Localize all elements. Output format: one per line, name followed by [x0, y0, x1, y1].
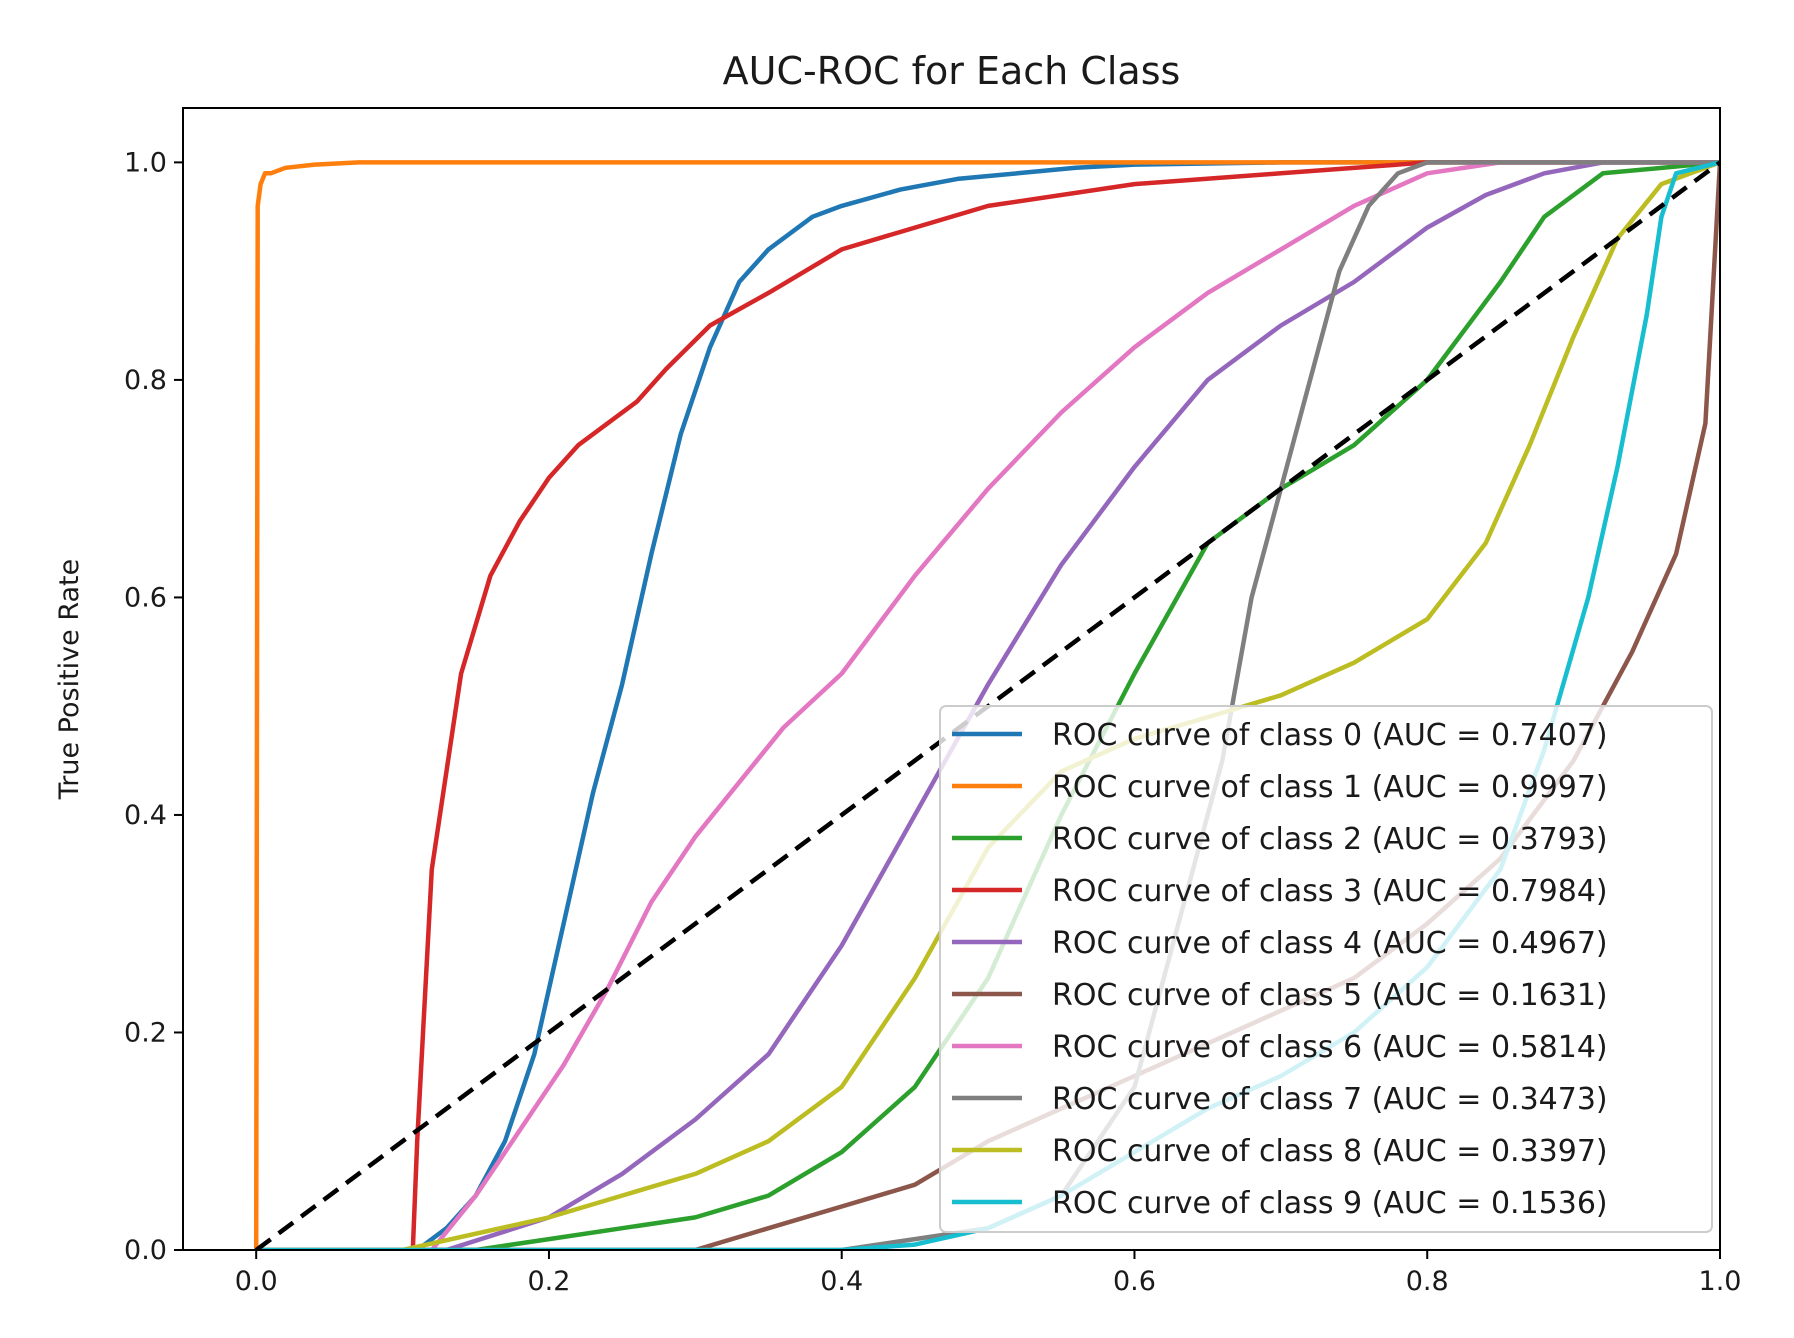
roc-curve-class-6 — [253, 160, 1720, 1250]
legend-label-class-9: ROC curve of class 9 (AUC = 0.1536) — [1052, 1186, 1608, 1221]
y-tick-label: 0.8 — [124, 365, 167, 396]
legend-entry: ROC curve of class 1 (AUC = 0.9997) — [952, 770, 1608, 805]
legend-entry: ROC curve of class 7 (AUC = 0.3473) — [952, 1082, 1608, 1117]
x-tick-label: 0.4 — [820, 1266, 863, 1297]
x-tick-label: 0.8 — [1406, 1266, 1449, 1297]
legend-label-class-2: ROC curve of class 2 (AUC = 0.3793) — [1052, 822, 1608, 857]
legend-label-class-3: ROC curve of class 3 (AUC = 0.7984) — [1052, 874, 1608, 909]
legend-label-class-1: ROC curve of class 1 (AUC = 0.9997) — [1052, 770, 1608, 805]
x-tick-label: 1.0 — [1699, 1266, 1742, 1297]
y-axis-ticks: 0.0 0.2 0.4 0.6 0.8 1.0 — [124, 147, 183, 1266]
roc-curve-class-4 — [253, 160, 1720, 1250]
legend-entry: ROC curve of class 8 (AUC = 0.3397) — [952, 1134, 1608, 1169]
legend-entry: ROC curve of class 2 (AUC = 0.3793) — [952, 822, 1608, 857]
roc-curve-class-3 — [253, 160, 1720, 1250]
x-axis-ticks: 0.0 0.2 0.4 0.6 0.8 1.0 — [235, 1250, 1742, 1297]
x-tick-label: 0.0 — [235, 1266, 278, 1297]
y-tick-label: 0.4 — [124, 800, 167, 831]
legend-label-class-4: ROC curve of class 4 (AUC = 0.4967) — [1052, 926, 1608, 961]
roc-curve-class-0 — [253, 160, 1720, 1250]
roc-curve-class-1 — [253, 160, 1720, 1250]
legend-label-class-7: ROC curve of class 7 (AUC = 0.3473) — [1052, 1082, 1608, 1117]
legend-label-class-6: ROC curve of class 6 (AUC = 0.5814) — [1052, 1030, 1608, 1065]
x-tick-label: 0.2 — [527, 1266, 570, 1297]
legend-label-class-5: ROC curve of class 5 (AUC = 0.1631) — [1052, 978, 1608, 1013]
y-axis-label: True Positive Rate — [54, 559, 85, 801]
legend-label-class-8: ROC curve of class 8 (AUC = 0.3397) — [1052, 1134, 1608, 1169]
legend: ROC curve of class 0 (AUC = 0.7407) ROC c… — [939, 705, 1713, 1233]
chart-title: AUC-ROC for Each Class — [723, 49, 1181, 93]
legend-entry: ROC curve of class 0 (AUC = 0.7407) — [952, 718, 1608, 753]
axes-frame — [182, 107, 1721, 1251]
legend-label-class-0: ROC curve of class 0 (AUC = 0.7407) — [1052, 718, 1608, 753]
legend-entry: ROC curve of class 3 (AUC = 0.7984) — [952, 874, 1608, 909]
legend-entry: ROC curve of class 4 (AUC = 0.4967) — [952, 926, 1608, 961]
y-tick-label: 0.6 — [124, 582, 167, 613]
y-tick-label: 0.2 — [124, 1017, 167, 1048]
legend-box — [939, 705, 1713, 1233]
y-tick-label: 1.0 — [124, 147, 167, 178]
legend-entry: ROC curve of class 5 (AUC = 0.1631) — [952, 978, 1608, 1013]
x-tick-label: 0.6 — [1113, 1266, 1156, 1297]
legend-entry: ROC curve of class 6 (AUC = 0.5814) — [952, 1030, 1608, 1065]
legend-entry: ROC curve of class 9 (AUC = 0.1536) — [952, 1186, 1608, 1221]
y-tick-label: 0.0 — [124, 1235, 167, 1266]
